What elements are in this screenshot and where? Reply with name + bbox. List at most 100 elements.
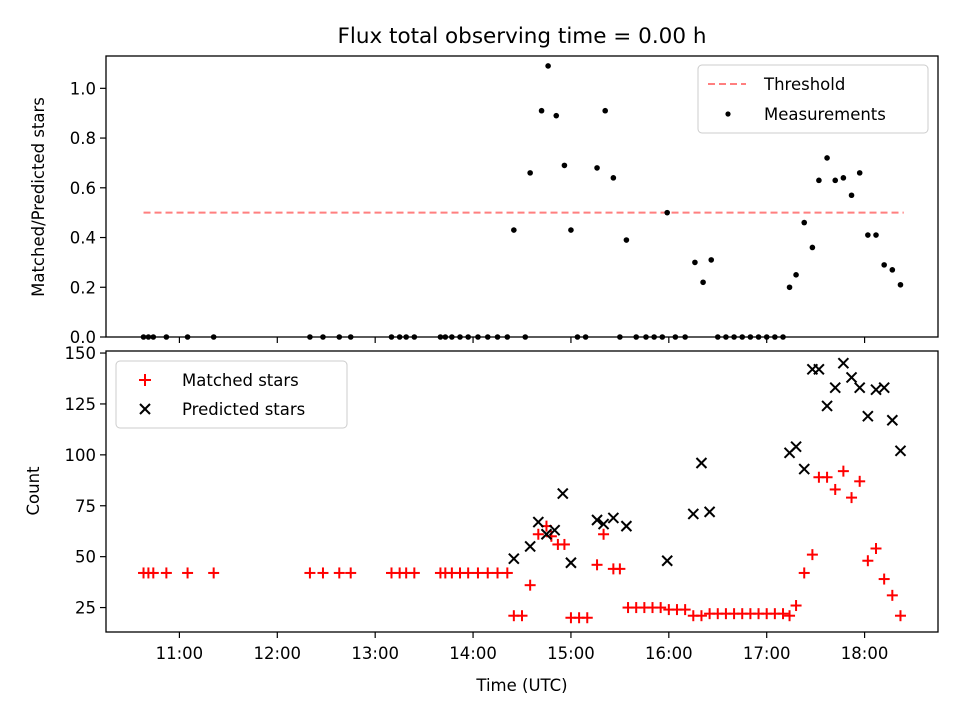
measurement-point — [511, 227, 517, 233]
chart-title: Flux total observing time = 0.00 h — [338, 24, 707, 49]
bottom-legend-box — [115, 360, 348, 429]
predicted-star-point — [695, 457, 708, 469]
predicted-star-point — [557, 487, 569, 500]
measurement-point — [793, 272, 799, 278]
bottom-x-ticks: 11:00 12:00 13:00 14:00 15:00 16:00 17:00 18:00 — [156, 632, 889, 663]
legend-threshold-label: Threshold — [763, 75, 845, 94]
predicted-star-point — [597, 518, 610, 530]
bottom-y-tick-label: 50 — [75, 548, 96, 567]
matched-star-point — [790, 600, 802, 612]
measurement-point — [840, 175, 847, 181]
matched-star-point — [333, 567, 345, 579]
legend-matched-swatch — [139, 374, 151, 386]
matched-star-point — [614, 563, 626, 575]
predicted-star-point — [620, 520, 633, 532]
bottom-y-axis-label: Count — [24, 466, 43, 516]
matched-star-point — [317, 567, 329, 579]
top-panel: 0.0 0.2 0.4 0.6 0.8 1.0 Matched/Predicted sta… — [29, 55, 939, 347]
matched-star-point — [777, 608, 789, 620]
matched-star-point — [862, 555, 874, 567]
x-tick-label: 14:00 — [449, 644, 497, 663]
matched-star-point — [408, 567, 420, 579]
matched-star-point — [870, 543, 882, 555]
predicted-star-point — [591, 514, 603, 526]
top-legend: Threshold Measurements — [697, 64, 929, 134]
matched-star-point — [532, 528, 544, 540]
x-tick-label: 13:00 — [351, 644, 399, 663]
matched-star-point — [558, 538, 570, 550]
bottom-y-tick-label: 125 — [65, 395, 97, 414]
x-tick-label: 16:00 — [645, 644, 693, 663]
legend-predicted-label: Predicted stars — [182, 400, 305, 419]
matched-star-point — [655, 602, 667, 614]
bottom-y-tick-label: 150 — [65, 344, 97, 363]
predicted-star-point — [703, 506, 716, 518]
matched-star-point — [524, 579, 536, 591]
x-tick-label: 15:00 — [547, 644, 595, 663]
matched-star-point — [886, 589, 898, 601]
legend-predicted-swatch — [139, 403, 151, 415]
measurement-point — [873, 232, 879, 238]
top-y-tick-label: 0.8 — [70, 129, 96, 148]
bottom-panel: 25 50 75 100 125 150 11:00 12:00 13:00 14:00 15:0… — [24, 344, 939, 695]
predicted-star-point — [798, 463, 810, 475]
matched-star-point — [798, 567, 810, 579]
measurement-point — [824, 155, 830, 161]
measurement-point — [692, 259, 698, 266]
measurement-point — [856, 170, 863, 176]
matched-star-point — [345, 567, 357, 579]
matched-star-point — [482, 567, 494, 579]
predicted-star-point — [508, 552, 520, 565]
matched-star-point — [160, 567, 172, 579]
bottom-y-tick-label: 75 — [75, 497, 96, 516]
predicted-star-point — [845, 371, 858, 384]
top-y-axis-label: Matched/Predicted stars — [29, 97, 48, 297]
x-tick-label: 17:00 — [743, 644, 791, 663]
top-y-tick-label: 0.2 — [70, 278, 96, 297]
predicted-star-point — [853, 381, 866, 394]
matched-star-point — [894, 610, 906, 622]
legend-matched-label: Matched stars — [182, 371, 299, 390]
top-legend-box — [697, 64, 929, 134]
matched-star-point — [784, 610, 796, 622]
legend-measurements-label: Measurements — [764, 105, 886, 124]
bottom-legend: Matched stars Predicted stars — [115, 360, 348, 429]
top-y-tick-label: 0.0 — [70, 328, 96, 347]
matched-star-point — [878, 573, 890, 585]
predicted-star-point — [565, 557, 577, 569]
predicted-star-point — [862, 410, 874, 422]
predicted-star-point — [829, 381, 841, 394]
bottom-marks — [138, 357, 907, 624]
measurement-point — [561, 162, 568, 169]
matched-star-point — [821, 471, 833, 483]
measurement-point — [602, 107, 608, 114]
measurement-point — [816, 177, 822, 184]
matched-star-point — [472, 567, 484, 579]
measurement-point — [809, 244, 816, 251]
x-tick-label: 12:00 — [254, 644, 302, 663]
measurement-point — [545, 63, 551, 69]
matched-star-point — [854, 475, 866, 487]
predicted-star-point — [607, 512, 620, 524]
bottom-y-tick-label: 25 — [75, 599, 96, 618]
measurement-point — [801, 219, 808, 226]
predicted-star-point — [548, 524, 561, 536]
measurement-point — [610, 175, 617, 181]
top-y-tick-label: 1.0 — [70, 79, 96, 98]
measurement-point — [664, 209, 670, 216]
measurement-point — [889, 267, 896, 273]
measurement-point — [786, 284, 793, 291]
predicted-star-point — [821, 400, 833, 412]
measurement-point — [594, 165, 600, 171]
x-tick-label: 18:00 — [841, 644, 889, 663]
predicted-star-point — [837, 357, 850, 369]
measurement-point — [708, 257, 715, 263]
top-axes-frame — [105, 55, 939, 338]
bottom-y-tick-label: 100 — [65, 446, 97, 465]
measurement-point — [832, 177, 839, 184]
matched-star-point — [581, 612, 593, 624]
measurement-point — [553, 112, 560, 119]
measurement-point — [538, 107, 545, 114]
matched-star-point — [182, 567, 194, 579]
x-axis-label: Time (UTC) — [475, 676, 567, 695]
